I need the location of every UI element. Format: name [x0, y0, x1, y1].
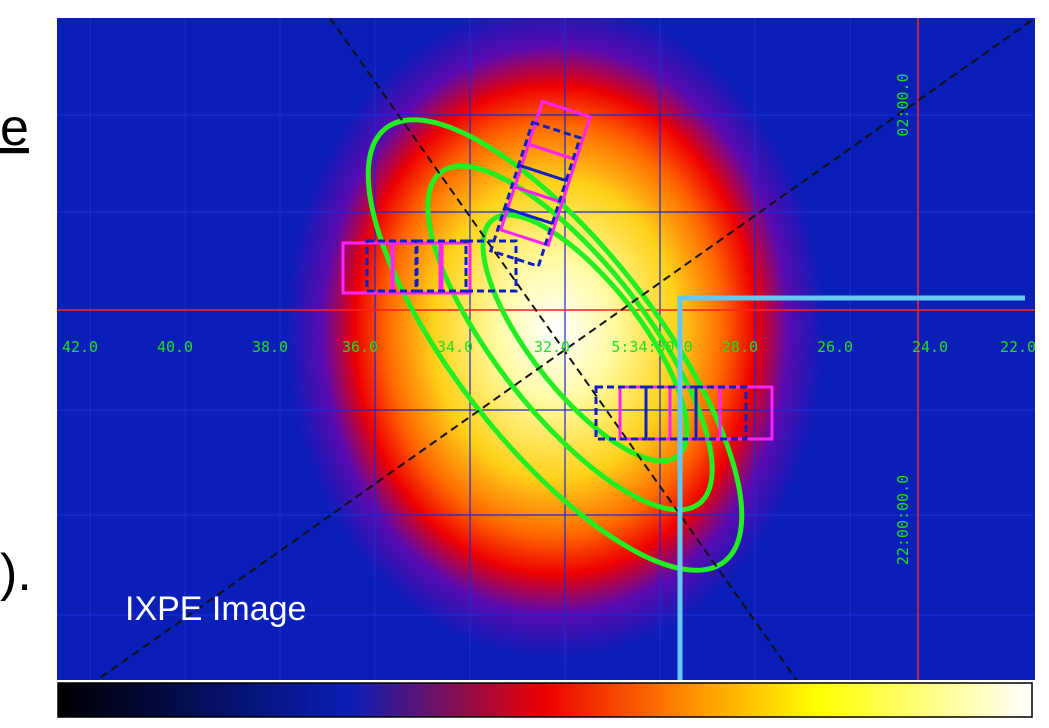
ra-label: 22.0 [1000, 338, 1036, 356]
ra-label: 34.0 [437, 338, 473, 356]
ra-label: 38.0 [252, 338, 288, 356]
ra-label: 40.0 [157, 338, 193, 356]
colorbar [58, 683, 1032, 717]
left-text: ). [0, 544, 32, 602]
slide: e ). [0, 0, 1049, 728]
ra-label: 28.0 [722, 338, 758, 356]
ra-label: 32.0 [534, 338, 570, 356]
left-text: e [0, 99, 29, 157]
ra-label: 24.0 [912, 338, 948, 356]
caption: IXPE Image [125, 590, 306, 628]
ra-label: 36.0 [342, 338, 378, 356]
dec-label: 22:00:00.0 [894, 475, 912, 565]
dec-label: 02:00.0 [894, 73, 912, 136]
ra-label: 42.0 [62, 338, 98, 356]
ra-label: 26.0 [817, 338, 853, 356]
